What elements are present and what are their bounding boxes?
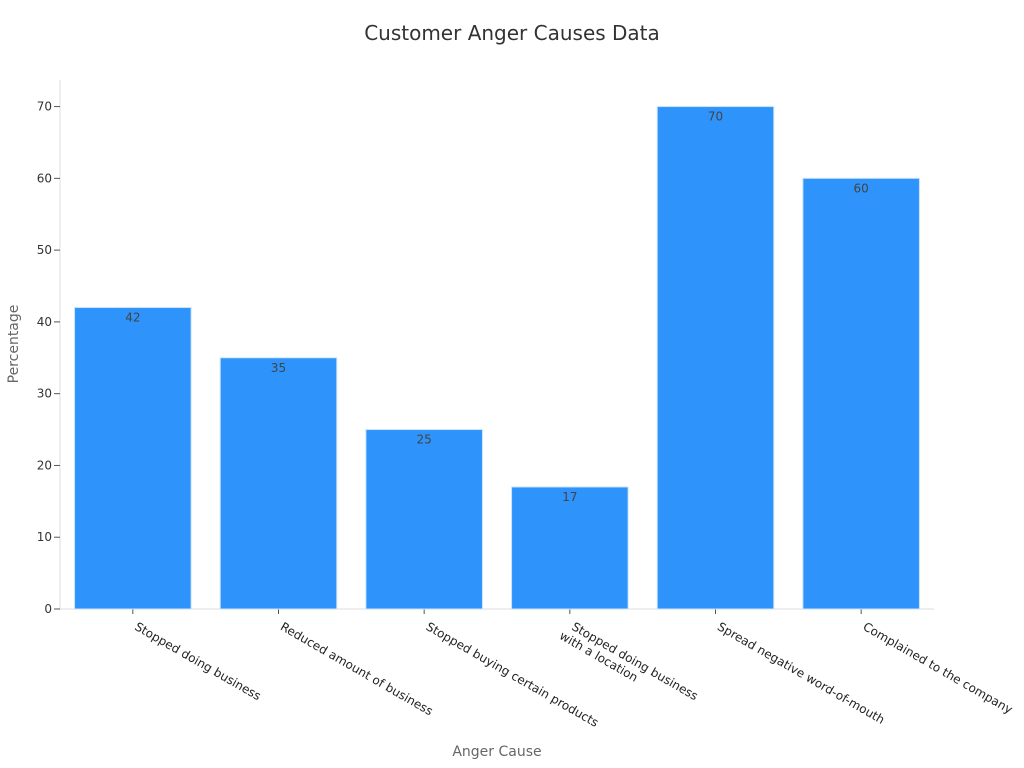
x-tick-label-line: Complained to the company xyxy=(861,619,1015,716)
bar[interactable] xyxy=(219,357,338,610)
x-tick-label: Stopped doing businesswith a location xyxy=(557,616,700,715)
x-tick-label-line: Stopped doing business xyxy=(132,619,263,703)
y-axis-label: Percentage xyxy=(6,305,22,384)
y-tick-label: 10 xyxy=(37,530,52,544)
data-label: 35 xyxy=(271,361,286,375)
bar[interactable] xyxy=(511,486,629,610)
data-label: 25 xyxy=(417,433,432,447)
x-axis-label: Anger Cause xyxy=(452,744,541,760)
bars-group xyxy=(74,106,920,610)
x-tick-label-line: Reduced amount of business xyxy=(278,619,435,718)
y-tick-label: 40 xyxy=(37,315,52,329)
y-tick-label: 30 xyxy=(37,387,52,401)
y-tick-label: 70 xyxy=(37,100,52,114)
data-label: 42 xyxy=(125,311,140,325)
bar[interactable] xyxy=(74,307,192,610)
y-axis: 0 10 20 30 40 50 60 70 xyxy=(37,80,61,616)
data-labels-group: 42 35 25 17 70 60 xyxy=(125,110,869,504)
y-tick-label: 50 xyxy=(37,243,52,257)
x-tick-label: Reduced amount of business xyxy=(278,619,435,718)
x-tick-label: Spread negative word-of-mouth xyxy=(715,619,887,726)
y-tick-label: 60 xyxy=(37,171,52,185)
x-tick-label: Stopped doing business xyxy=(132,619,263,703)
data-label: 17 xyxy=(562,490,577,504)
category-labels-group: Stopped doing business Reduced amount of … xyxy=(132,616,1015,729)
x-tick-label-line: Spread negative word-of-mouth xyxy=(715,619,887,726)
y-tick-label: 20 xyxy=(37,458,52,472)
chart-title: Customer Anger Causes Data xyxy=(364,21,660,45)
x-axis xyxy=(60,608,934,614)
x-tick-label-line: Stopped doing business xyxy=(569,619,700,703)
bar[interactable] xyxy=(802,177,920,610)
y-tick-label: 0 xyxy=(44,602,52,616)
bar[interactable] xyxy=(365,429,483,610)
bar[interactable] xyxy=(656,106,775,610)
x-tick-label: Complained to the company xyxy=(861,619,1015,716)
data-label: 60 xyxy=(854,181,869,195)
data-label: 70 xyxy=(708,110,723,124)
